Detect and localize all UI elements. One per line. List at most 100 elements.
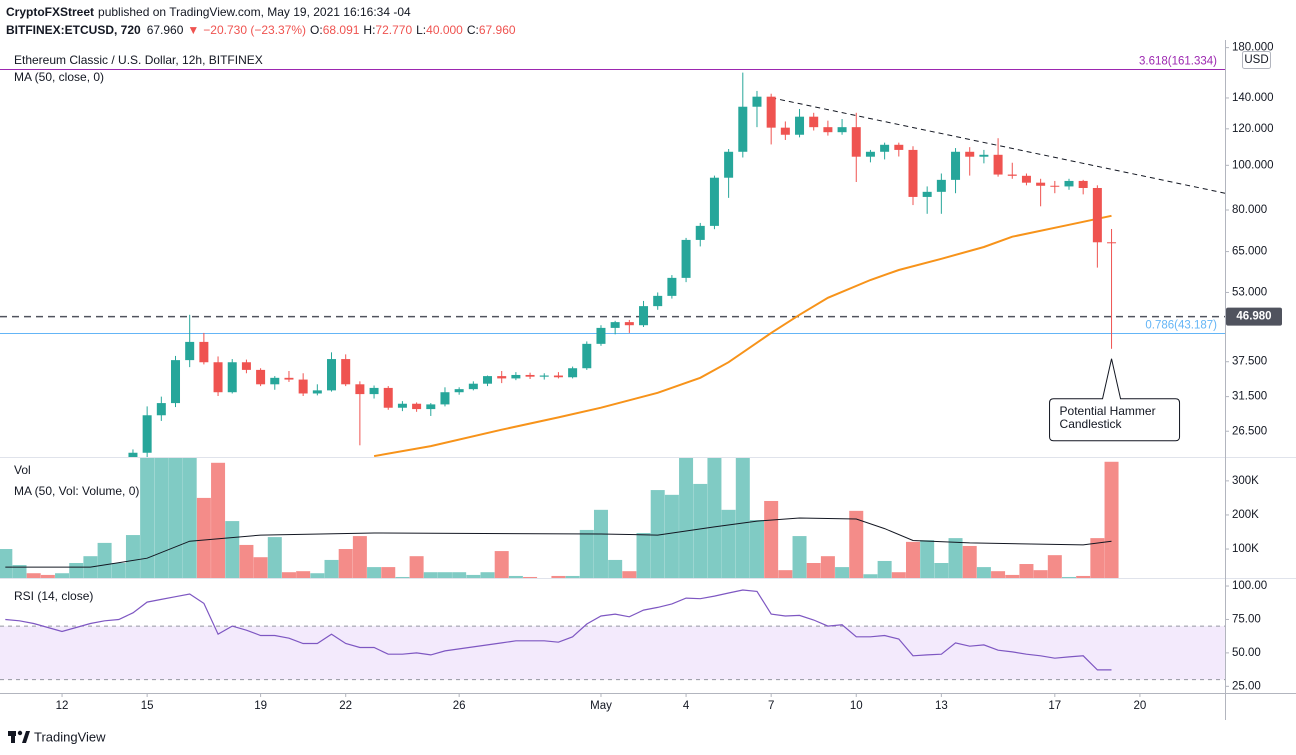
candle-body — [483, 376, 493, 384]
volume-bar — [69, 563, 84, 578]
volume-bar — [579, 529, 594, 578]
candle-body — [171, 360, 181, 404]
callout-text: Potential Hammer — [1060, 404, 1156, 418]
footer-logo — [8, 730, 30, 743]
volume-bar — [423, 572, 438, 578]
volume-bar — [253, 557, 268, 578]
ohlc-key: H: — [363, 23, 375, 37]
candle-body — [383, 387, 393, 408]
volume-bar — [381, 567, 396, 578]
ohlc-value: 40.000 — [426, 23, 463, 37]
volume-bar — [849, 510, 864, 578]
y-tick-label: 100.000 — [1232, 159, 1274, 171]
candle-body — [227, 362, 237, 393]
y-tick-label: 37.500 — [1232, 356, 1267, 368]
y-tick-label: 200K — [1232, 509, 1259, 521]
symbol-line: BITFINEX:ETCUSD, 720 67.960 ▼ −20.730 (−23.… — [6, 23, 516, 37]
volume-bar — [664, 494, 679, 578]
volume-bar — [367, 567, 382, 578]
volume-bar — [820, 556, 835, 578]
volume-bar — [891, 572, 906, 578]
volume-bar — [962, 545, 977, 578]
candle-body — [284, 377, 294, 380]
volume-bar — [211, 462, 226, 578]
y-tick-label: 25.00 — [1232, 680, 1261, 692]
volume-bar — [976, 567, 991, 578]
candle-body — [497, 376, 507, 379]
volume-bar — [707, 457, 722, 578]
logo-part — [8, 731, 16, 736]
volume-bar — [948, 538, 963, 578]
candle-body — [539, 375, 549, 377]
candle-body — [1064, 180, 1074, 187]
volume-bar — [352, 536, 367, 578]
volume-bar — [97, 542, 112, 578]
level-price-box — [1226, 307, 1282, 326]
x-tick-label: 15 — [141, 700, 154, 712]
candle-body — [1078, 180, 1088, 188]
change-arrow: ▼ — [187, 23, 199, 37]
y-tick-label: 65.000 — [1232, 246, 1267, 258]
last-price: 67.960 — [147, 23, 184, 37]
volume-bar — [239, 544, 254, 578]
logo-part — [11, 736, 15, 743]
candle-body — [142, 415, 152, 453]
volume-bar — [593, 509, 608, 578]
candle-body — [327, 359, 337, 391]
candle-body — [795, 116, 805, 135]
y-tick-label: 140.000 — [1232, 92, 1274, 104]
candle-body — [426, 404, 436, 410]
candle-body — [185, 341, 195, 361]
volume-bar — [310, 573, 325, 578]
y-tick-label: 50.00 — [1232, 647, 1261, 659]
callout-text: Candlestick — [1060, 417, 1123, 431]
volume-bar — [1033, 570, 1048, 578]
candle-body — [965, 151, 975, 157]
volume-bar — [792, 536, 807, 578]
change: −20.730 (−23.37%) — [203, 23, 306, 37]
published: published on TradingView.com, May 19, 20… — [98, 5, 411, 19]
candle-body — [979, 154, 989, 157]
candle-body — [809, 116, 819, 128]
volume-bar — [338, 549, 353, 578]
candle-body — [752, 96, 762, 107]
candle-body — [709, 177, 719, 226]
candle-body — [908, 149, 918, 197]
volume-bar — [749, 520, 764, 578]
currency-box — [1242, 51, 1271, 69]
ohlc-key: L: — [416, 23, 426, 37]
x-tick-label: 13 — [935, 700, 948, 712]
candle-body — [681, 239, 691, 278]
volume-bar — [622, 571, 637, 578]
candle-body — [213, 362, 223, 393]
candle-body — [993, 154, 1003, 175]
volume-ma — [5, 517, 1112, 568]
candle-body — [823, 127, 833, 133]
volume-bar — [494, 551, 509, 578]
volume-bar — [508, 575, 523, 578]
candle-body — [582, 343, 592, 369]
volume-bar — [26, 573, 41, 578]
volume-bar — [877, 560, 892, 578]
volume-bar — [281, 572, 296, 578]
candle-body — [341, 359, 351, 385]
volume-bar — [721, 509, 736, 578]
volume-title: Vol — [14, 463, 31, 477]
y-tick-label: 26.500 — [1232, 425, 1267, 437]
volume-bar — [1076, 575, 1091, 578]
candle-body — [1092, 187, 1102, 243]
volume-bar — [806, 563, 821, 578]
candle-body — [624, 322, 634, 326]
candle-body — [667, 277, 677, 296]
price-pane: 3.618(161.334) 0.786(43.187) — [0, 56, 1225, 457]
symbol: BITFINEX:ETCUSD, 720 — [6, 23, 141, 37]
candle-body — [936, 179, 946, 192]
candle-body — [1107, 242, 1117, 244]
y-tick-label: 100K — [1232, 543, 1259, 555]
volume-bar — [1090, 538, 1105, 578]
volume-bar — [1104, 461, 1119, 578]
volume-bar — [863, 574, 878, 578]
volume-bar — [437, 572, 452, 578]
chart-title: Ethereum Classic / U.S. Dollar, 12h, BIT… — [14, 53, 263, 67]
